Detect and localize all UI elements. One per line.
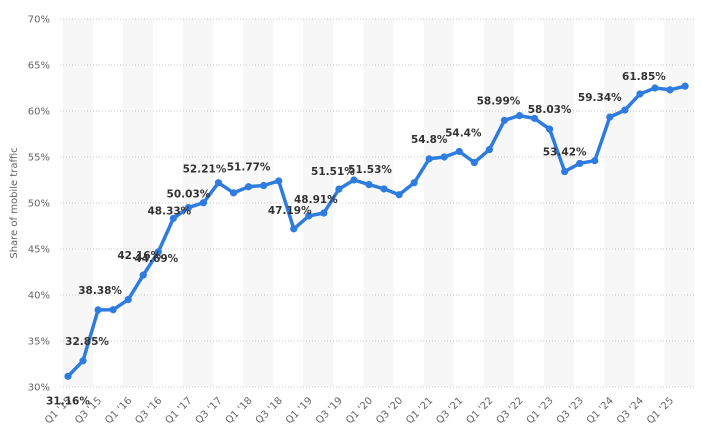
data-point[interactable] — [470, 158, 478, 167]
x-tick-label: Q3 '23 — [555, 395, 586, 426]
data-label: 52.21% — [183, 164, 227, 176]
x-tick-label: Q1 '16 — [103, 395, 134, 426]
data-point[interactable] — [79, 357, 87, 365]
data-point[interactable] — [350, 176, 358, 184]
x-tick-label: Q3 '17 — [194, 395, 225, 426]
data-label: 58.99% — [477, 95, 521, 107]
data-label: 53.42% — [543, 147, 587, 159]
column-band — [122, 19, 153, 387]
data-label: 47.19% — [268, 205, 312, 217]
data-label: 50.03% — [167, 189, 211, 201]
x-tick-label: Q3 '21 — [434, 395, 465, 426]
x-tick-label: Q3 '20 — [374, 395, 405, 426]
x-tick-label: Q1 '22 — [464, 395, 495, 426]
y-tick-label: 50% — [28, 199, 50, 210]
data-label: 48.91% — [294, 194, 338, 206]
data-labels: 31.16% 32.85% 38.38% 42.16%44.69% 48.33% 50.0… — [46, 71, 666, 407]
data-label: 61.85% — [622, 71, 666, 83]
data-label: 42.16% — [117, 250, 161, 262]
data-label: 59.34% — [578, 92, 622, 104]
y-gridlines — [60, 18, 694, 388]
data-label: 54.8% — [411, 134, 448, 146]
data-point[interactable] — [591, 157, 599, 165]
y-tick-label: 35% — [28, 337, 50, 348]
x-tick-label: Q1 '19 — [284, 395, 315, 426]
x-tick-label: Q1 '17 — [163, 395, 194, 426]
data-label: 44.69% — [134, 253, 178, 265]
data-point[interactable] — [425, 155, 433, 163]
data-point[interactable] — [365, 181, 373, 189]
y-tick-label: 60% — [28, 107, 50, 118]
x-tick-label: Q1 '18 — [224, 395, 255, 426]
data-series — [64, 82, 689, 380]
data-label: 38.38% — [78, 285, 122, 297]
data-point[interactable] — [636, 90, 644, 98]
data-point[interactable] — [154, 248, 162, 256]
data-point[interactable] — [169, 214, 177, 222]
x-tick-label: Q3 '24 — [615, 395, 646, 426]
x-tick-label: Q1 '23 — [525, 395, 556, 426]
data-point[interactable] — [515, 112, 524, 120]
x-tick-label: Q3 '22 — [495, 395, 526, 426]
data-point[interactable] — [94, 306, 102, 314]
data-point[interactable] — [124, 296, 132, 304]
data-point[interactable] — [621, 106, 629, 114]
data-label: 51.51% — [311, 166, 355, 178]
x-axis-tick-labels: Q1 '15 Q3 '15 Q1 '16 Q3 '16 Q1 '17 Q3 '17 Q1 '… — [43, 395, 676, 426]
data-point[interactable] — [139, 271, 147, 279]
data-label: 58.03% — [528, 104, 572, 116]
data-label: 31.16% — [46, 395, 90, 407]
y-axis-tick-labels: 30% 35% 40% 45% 50% 55% 60% 65% 70% — [28, 15, 50, 394]
data-point[interactable] — [681, 82, 689, 90]
x-tick-label: Q3 '19 — [314, 395, 345, 426]
data-point[interactable] — [64, 372, 72, 380]
data-point[interactable] — [380, 185, 388, 193]
data-point[interactable] — [395, 191, 403, 199]
y-tick-label: 30% — [28, 383, 50, 394]
x-tick-label: Q1 '20 — [344, 395, 375, 426]
data-point[interactable] — [530, 114, 539, 122]
data-point[interactable] — [229, 189, 238, 197]
x-tick-label: Q1 '25 — [645, 395, 676, 426]
y-tick-label: 55% — [28, 153, 50, 164]
data-point[interactable] — [485, 146, 493, 154]
data-point[interactable] — [410, 179, 418, 187]
y-tick-label: 70% — [28, 15, 50, 26]
y-axis-label: Share of mobile traffic — [9, 147, 20, 258]
x-tick-label: Q3 '16 — [133, 395, 164, 426]
data-point[interactable] — [109, 306, 117, 314]
data-label: 51.53% — [348, 164, 392, 176]
data-point[interactable] — [199, 199, 208, 207]
data-point[interactable] — [576, 159, 584, 168]
x-tick-label: Q1 '21 — [404, 395, 435, 426]
data-point[interactable] — [335, 185, 343, 193]
data-point[interactable] — [260, 181, 268, 190]
data-point[interactable] — [320, 209, 328, 217]
data-point[interactable] — [500, 116, 509, 124]
data-label: 32.85% — [65, 336, 109, 348]
data-label: 51.77% — [227, 162, 271, 174]
data-label: 48.33% — [147, 205, 191, 217]
data-point[interactable] — [275, 177, 283, 185]
data-point[interactable] — [561, 167, 569, 176]
data-point[interactable] — [546, 125, 554, 133]
column-band — [544, 19, 575, 387]
data-label: 54.4% — [445, 127, 482, 139]
data-point[interactable] — [290, 225, 298, 233]
x-tick-label: Q1 '24 — [585, 395, 616, 426]
y-tick-label: 45% — [28, 245, 50, 256]
data-point[interactable] — [666, 86, 674, 94]
y-tick-label: 65% — [28, 61, 50, 72]
data-point[interactable] — [651, 84, 659, 92]
data-point[interactable] — [184, 204, 192, 212]
data-point[interactable] — [440, 153, 448, 161]
data-point[interactable] — [214, 179, 223, 187]
data-point[interactable] — [455, 147, 463, 156]
x-tick-label: Q3 '18 — [254, 395, 285, 426]
data-point[interactable] — [606, 113, 614, 121]
data-point[interactable] — [245, 183, 253, 191]
data-point[interactable] — [305, 212, 313, 220]
y-tick-label: 40% — [28, 291, 50, 302]
